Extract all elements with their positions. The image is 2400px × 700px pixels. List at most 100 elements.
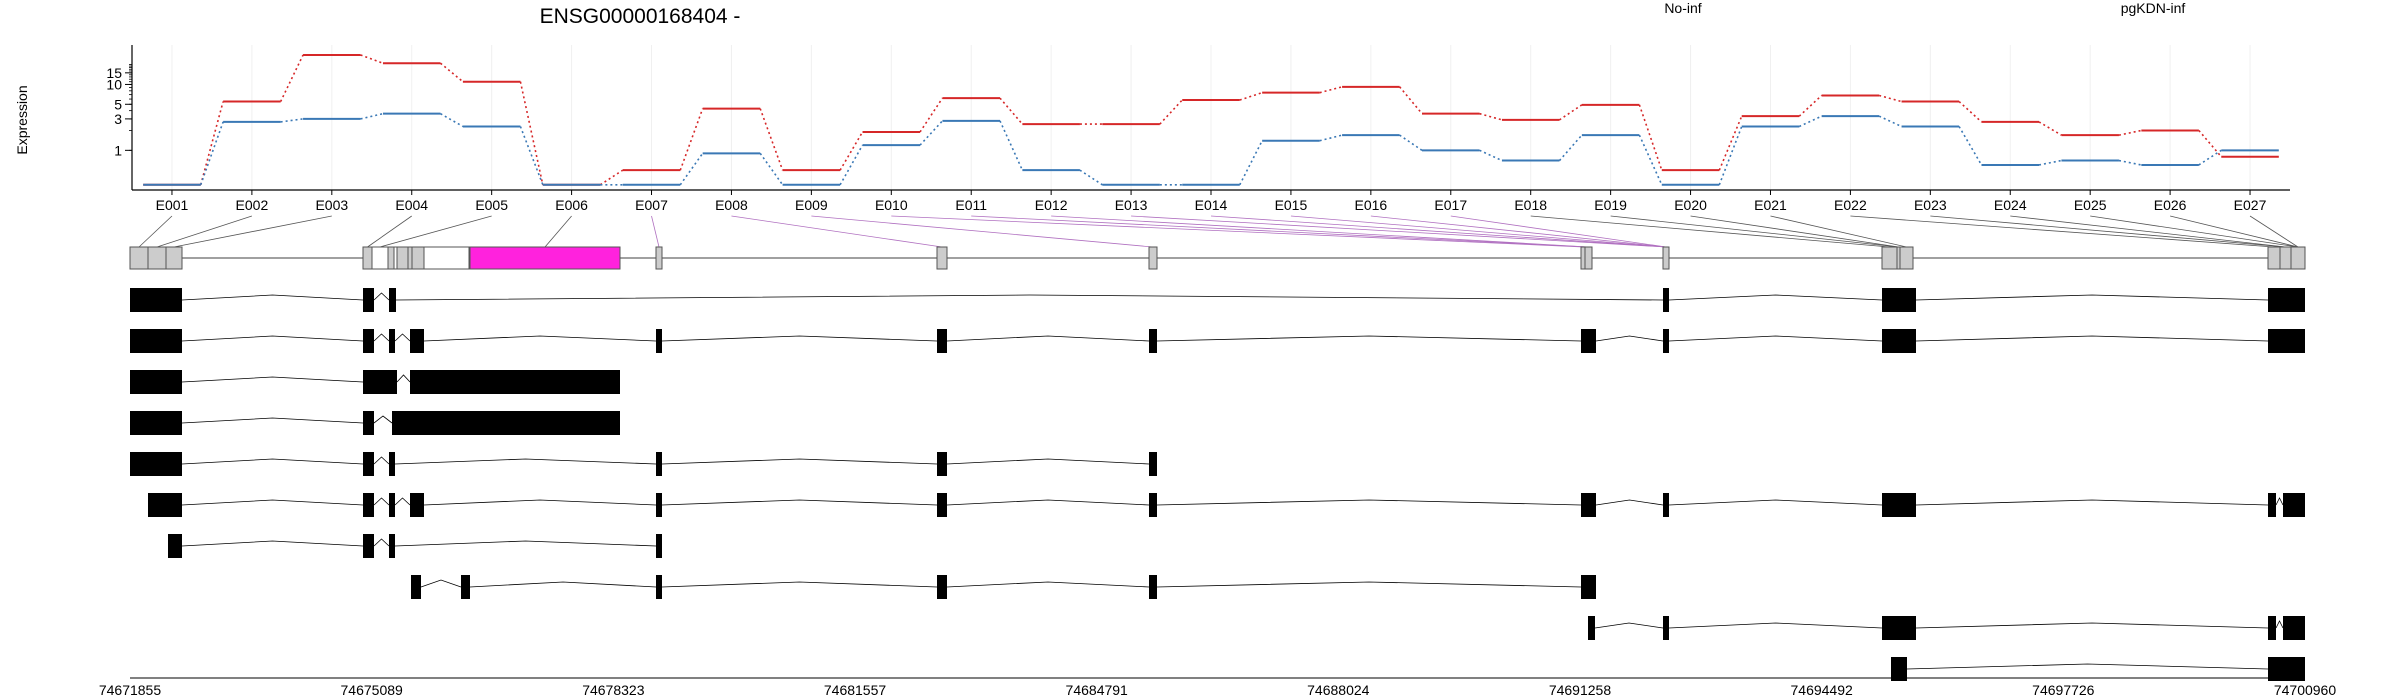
- transcript: [130, 288, 2305, 312]
- gene-model-exon: [423, 246, 470, 270]
- series-0-connector: [679, 108, 704, 171]
- transcript-exon: [2268, 288, 2305, 312]
- transcript-exon: [1581, 493, 1596, 517]
- series-0-connector: [1399, 86, 1423, 115]
- exon-connector: [1370, 215, 1667, 248]
- transcript-intron: [181, 499, 364, 506]
- transcript: [130, 411, 620, 435]
- exon-connector: [1210, 215, 1667, 248]
- exon-connector: [811, 215, 1154, 248]
- chart-tick-labels: E001 E002 E003 E004 E005 E006 E007 E008 E009 E010…: [156, 190, 2267, 213]
- transcript-intron: [373, 497, 390, 506]
- series-1-connector: [1638, 134, 1663, 186]
- exon-connector: [2010, 215, 2286, 248]
- series-0-connector: [1239, 91, 1263, 101]
- transcript-intron: [1906, 663, 2269, 670]
- transcript-exon: [363, 370, 397, 394]
- transcript-intron: [1668, 622, 1883, 629]
- genomic-tick-label: 74688024: [1307, 682, 1370, 698]
- x-tick-label: E020: [1674, 197, 1707, 213]
- exon-connector: [1930, 215, 2286, 248]
- x-tick-label: E016: [1355, 197, 1388, 213]
- series-1-connector: [440, 112, 464, 128]
- transcript: [411, 575, 1596, 599]
- gene-model-exon: [411, 246, 425, 270]
- gene-model-exon: [655, 246, 663, 270]
- transcript-intron: [395, 294, 1664, 301]
- transcript-exon: [937, 575, 947, 599]
- transcript-exon: [937, 452, 947, 476]
- x-tick-label: E027: [2234, 197, 2267, 213]
- series-1-connector: [759, 152, 784, 186]
- exon-connector: [1131, 215, 1667, 248]
- exon-connector: [651, 215, 660, 248]
- x-tick-label: E012: [1035, 197, 1068, 213]
- transcript: [148, 493, 2305, 517]
- series-1-connector: [679, 152, 704, 186]
- transcript-exon: [1882, 288, 1916, 312]
- transcript-exon: [2268, 329, 2305, 353]
- transcript-intron: [661, 499, 938, 506]
- transcript-exon: [363, 329, 374, 353]
- exon-connector: [971, 215, 1589, 248]
- genomic-tick-label: 74681557: [824, 682, 887, 698]
- series-0-connector: [1638, 104, 1663, 171]
- transcript-intron: [2275, 497, 2284, 506]
- series-0-connector: [1878, 94, 1902, 103]
- x-tick-label: E011: [955, 197, 987, 213]
- transcript-intron: [1156, 581, 1582, 588]
- transcript-exon: [2268, 493, 2276, 517]
- x-tick-label: E017: [1434, 197, 1467, 213]
- transcript-exon: [410, 493, 424, 517]
- gene-model-exon: [387, 246, 395, 270]
- series-0-connector: [1958, 100, 1983, 123]
- transcript-intron: [181, 376, 364, 383]
- x-tick-label: E015: [1275, 197, 1308, 213]
- genomic-tick-label: 74678323: [582, 682, 645, 698]
- series-1-connector: [2198, 149, 2222, 166]
- series-0-connector: [440, 62, 464, 83]
- transcript-exon: [389, 288, 396, 312]
- series-0-connector: [1718, 115, 1743, 171]
- series-0-connector: [839, 131, 864, 171]
- gene-model-exon: [1662, 246, 1670, 270]
- transcript-exon: [1891, 657, 1907, 681]
- series-0-connector: [1798, 94, 1823, 117]
- transcript-exon: [2283, 493, 2305, 517]
- gene-model-exon: [165, 246, 183, 270]
- transcript-intron: [373, 456, 390, 465]
- x-tick-label: E019: [1594, 197, 1627, 213]
- transcript-exon: [389, 329, 395, 353]
- y-tick-label: 1: [114, 142, 122, 158]
- series-1-connector: [1399, 134, 1423, 151]
- genomic-tick-label: 74694492: [1791, 682, 1854, 698]
- series-0-connector: [199, 101, 224, 185]
- series-1-connector: [999, 120, 1024, 171]
- gene-model-exon: [362, 246, 373, 270]
- transcript-intron: [396, 374, 411, 383]
- x-tick-label: E018: [1514, 197, 1547, 213]
- transcript-exon: [656, 329, 662, 353]
- transcript-exon: [389, 493, 395, 517]
- series-0-connector: [1159, 99, 1183, 125]
- transcript-exon: [130, 411, 182, 435]
- exon-connector: [1770, 215, 1907, 248]
- transcript-exon: [130, 452, 182, 476]
- x-tick-label: E007: [635, 197, 668, 213]
- transcript-exon: [1149, 575, 1157, 599]
- transcript: [168, 534, 662, 558]
- transcript: [1891, 657, 2305, 681]
- series-0-connector: [519, 81, 544, 185]
- exon-connector: [891, 215, 1584, 248]
- transcript-intron: [181, 335, 364, 342]
- genomic-tick-label: 74700960: [2274, 682, 2337, 698]
- transcript-exon: [363, 452, 374, 476]
- genomic-tick-label: 74684791: [1066, 682, 1129, 698]
- series-1-connector: [2118, 159, 2142, 166]
- transcript-exon: [1663, 329, 1669, 353]
- series-0-connector: [360, 54, 384, 64]
- transcript-exon: [363, 411, 374, 435]
- gene-model-exon: [147, 246, 167, 270]
- exon-connector: [1690, 215, 1899, 248]
- exon-connector: [1530, 215, 1890, 248]
